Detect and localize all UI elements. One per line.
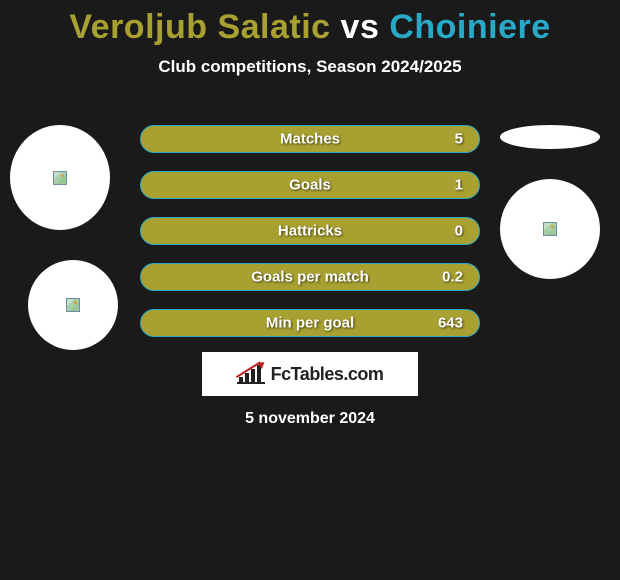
comparison-infographic: Veroljub Salatic vs Choiniere Club compe… — [0, 0, 620, 580]
stat-value: 0.2 — [442, 269, 463, 286]
title-player1: Veroljub Salatic — [69, 8, 330, 46]
stat-row: Hattricks 0 — [140, 217, 480, 245]
stat-row: Goals 1 — [140, 171, 480, 199]
image-placeholder-icon — [543, 222, 557, 236]
stat-value: 5 — [455, 131, 463, 148]
stat-label: Matches — [280, 131, 340, 148]
bar-chart-icon — [237, 364, 265, 384]
stat-label: Hattricks — [278, 223, 342, 240]
image-placeholder-icon — [66, 298, 80, 312]
date-label: 5 november 2024 — [245, 410, 375, 428]
subtitle: Club competitions, Season 2024/2025 — [0, 57, 620, 77]
player1-avatar-1 — [10, 125, 110, 230]
title-vs: vs — [341, 8, 380, 46]
stat-value: 643 — [438, 315, 463, 332]
page-title: Veroljub Salatic vs Choiniere — [0, 0, 620, 47]
title-player2: Choiniere — [389, 8, 550, 46]
image-placeholder-icon — [53, 171, 67, 185]
stat-row: Min per goal 643 — [140, 309, 480, 337]
player2-avatar-2 — [500, 179, 600, 279]
stat-row: Matches 5 — [140, 125, 480, 153]
stat-value: 1 — [455, 177, 463, 194]
stat-row: Goals per match 0.2 — [140, 263, 480, 291]
stat-value: 0 — [455, 223, 463, 240]
avatars-left-group — [10, 125, 118, 380]
player2-avatar-1 — [500, 125, 600, 149]
avatars-right-group — [500, 125, 600, 309]
logo-text: FcTables.com — [271, 364, 384, 385]
stat-bars: Matches 5 Goals 1 Hattricks 0 Goals per … — [140, 125, 480, 355]
stat-label: Min per goal — [266, 315, 354, 332]
fctables-logo: FcTables.com — [202, 352, 418, 396]
player1-avatar-2 — [28, 260, 118, 350]
stat-label: Goals per match — [251, 269, 369, 286]
stat-label: Goals — [289, 177, 331, 194]
